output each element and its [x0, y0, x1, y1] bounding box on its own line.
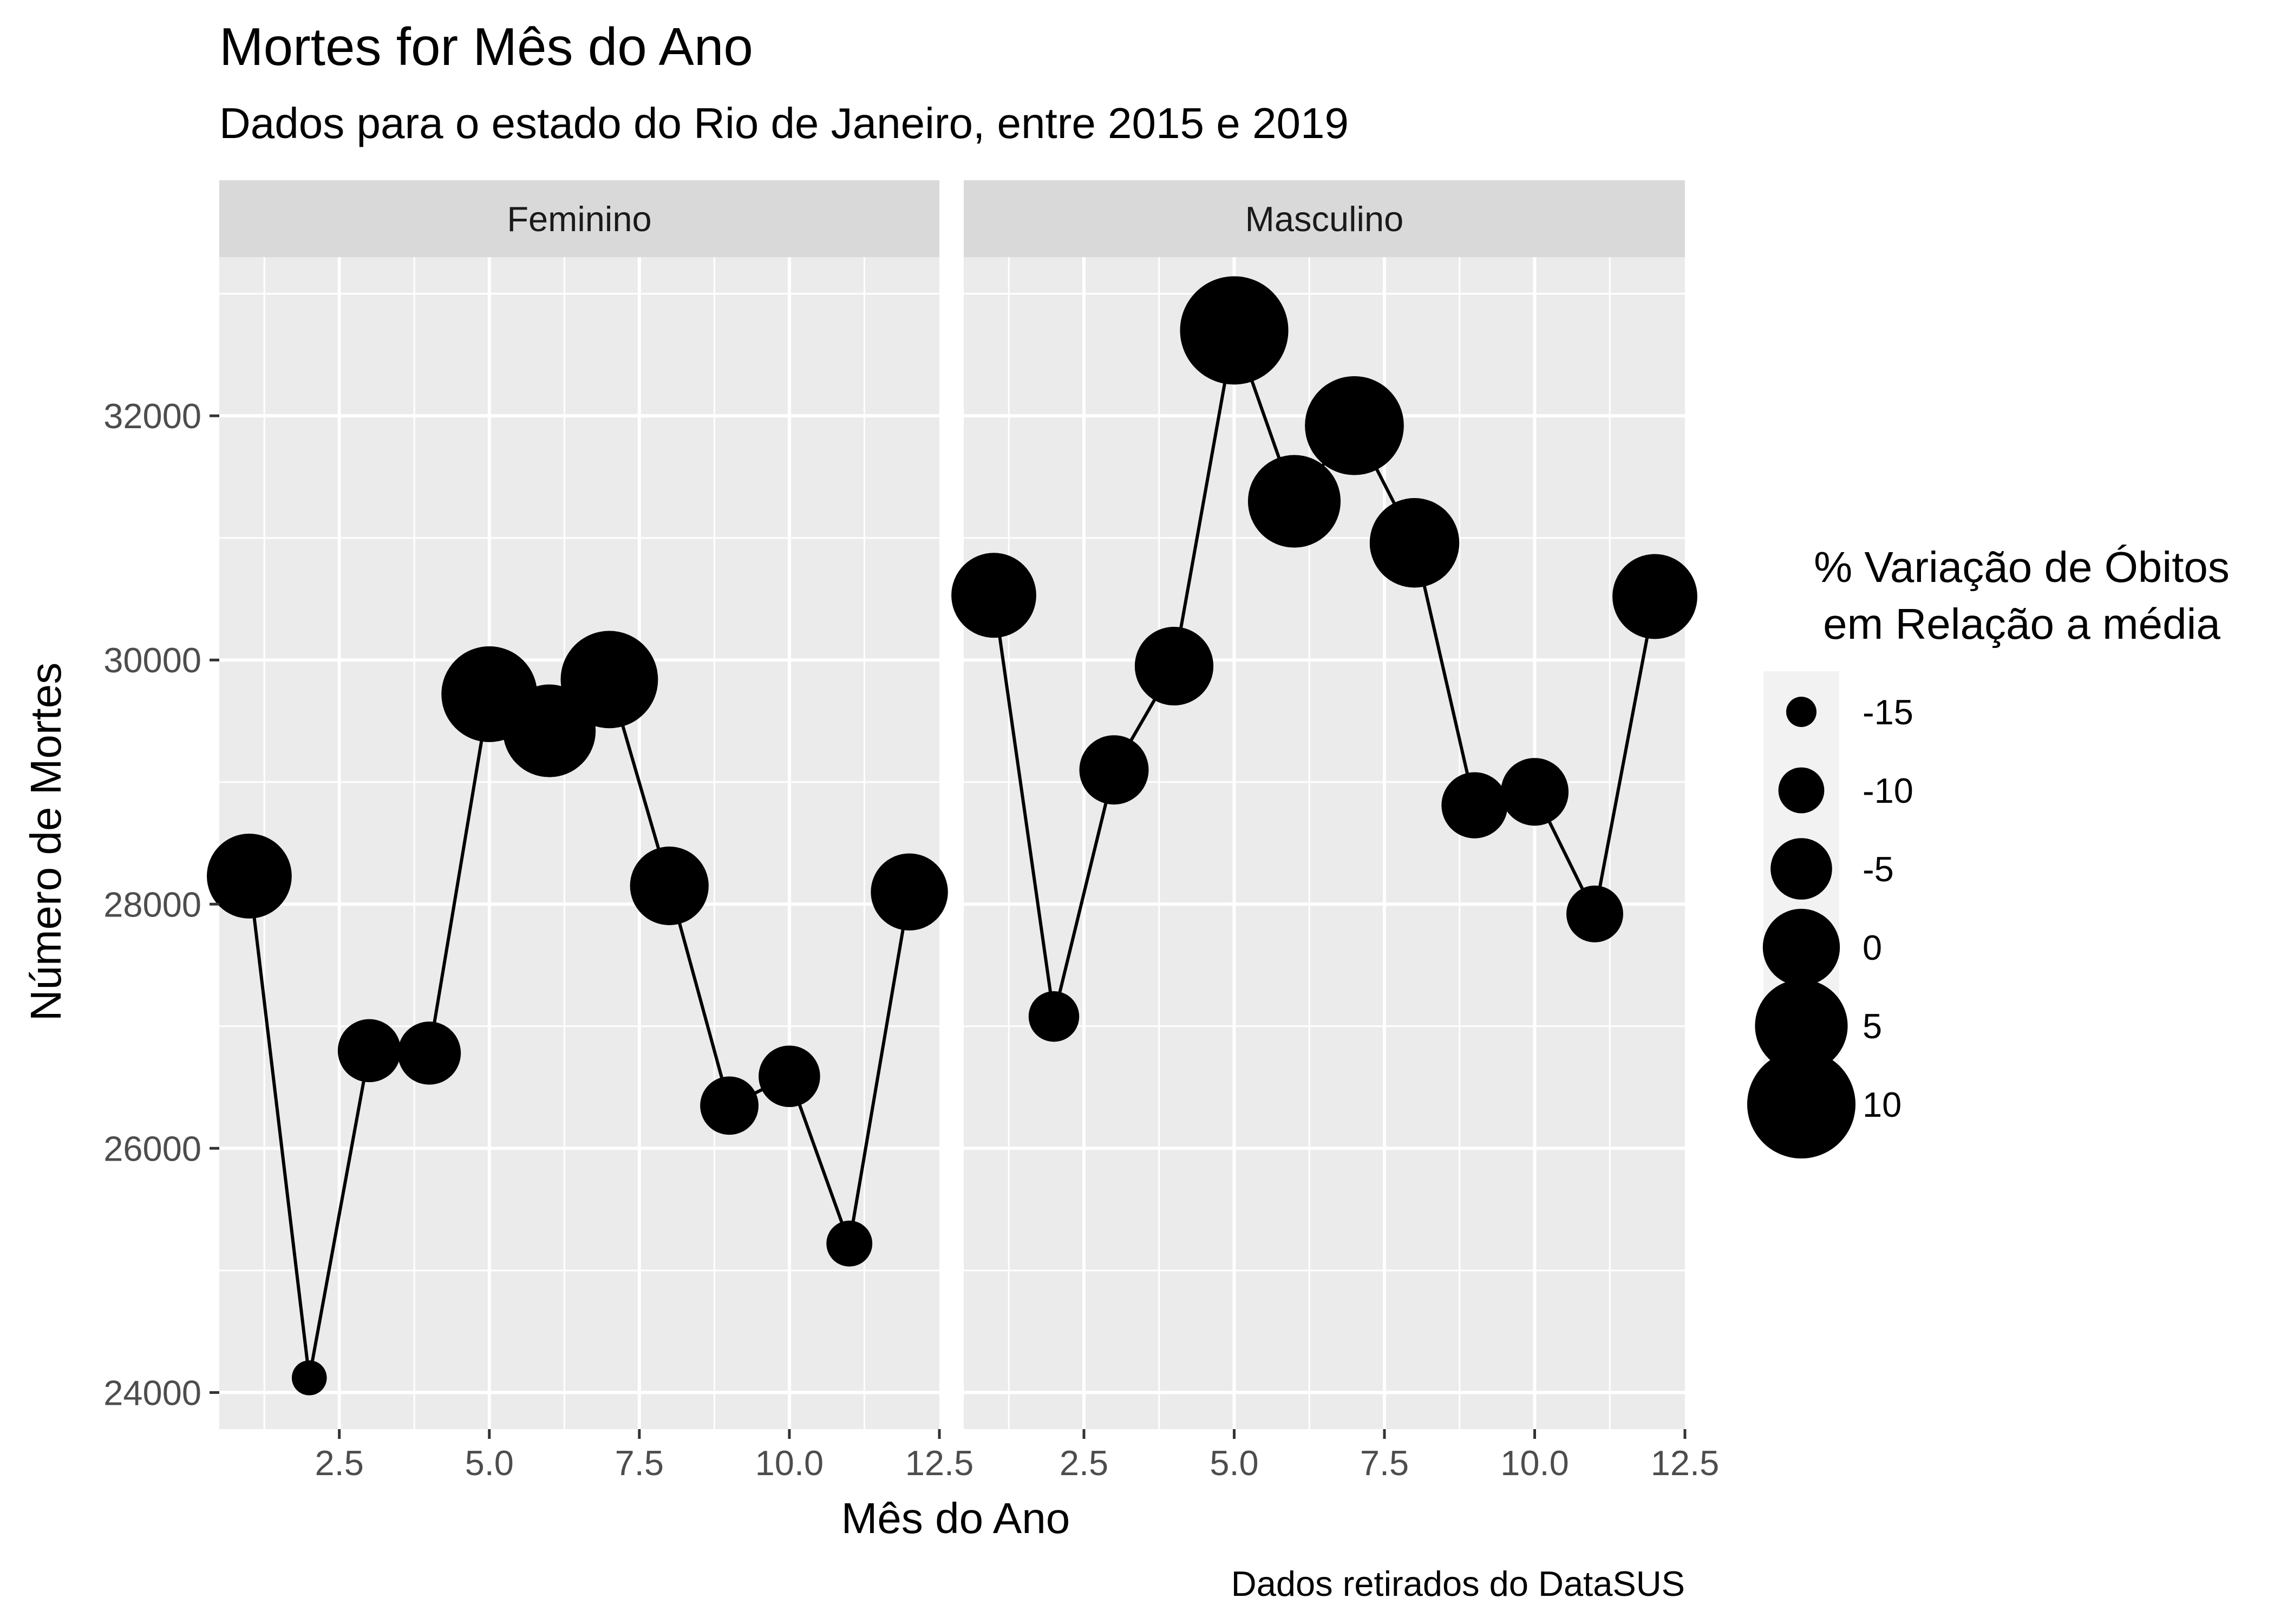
y-tick-label: 30000: [103, 640, 201, 680]
legend-key-point: [1755, 979, 1848, 1072]
legend-label: 5: [1863, 1006, 1882, 1046]
data-point: [1028, 991, 1080, 1042]
data-point: [1612, 554, 1697, 639]
facet-panels: Feminino 2.5 5.0 7.5 10.0 12.5 Masculino 2.5 5.0…: [207, 180, 1719, 1483]
x-tick-label: 12.5: [905, 1443, 974, 1483]
data-point: [207, 833, 292, 919]
legend-title-line1: % Variação de Óbitos: [1814, 543, 2230, 591]
x-tick-label: 12.5: [1651, 1443, 1720, 1483]
data-point: [1500, 758, 1569, 826]
y-tick-label: 24000: [103, 1373, 201, 1412]
data-point: [1305, 376, 1404, 475]
legend-key-point: [1747, 1050, 1855, 1158]
data-point: [826, 1220, 873, 1267]
data-point: [1369, 497, 1460, 588]
data-point: [630, 846, 709, 926]
data-point: [1247, 455, 1341, 548]
x-tick-label: 5.0: [465, 1443, 514, 1483]
x-tick-label: 7.5: [1360, 1443, 1409, 1483]
data-point: [291, 1360, 327, 1396]
legend-label: 0: [1863, 928, 1882, 967]
x-tick-label: 5.0: [1210, 1443, 1258, 1483]
legend-title-line2: em Relação a média: [1823, 600, 2220, 648]
facet-strip-label: Masculino: [1245, 199, 1404, 239]
legend-key-point: [1770, 838, 1832, 900]
x-axis-title: Mês do Ano: [841, 1494, 1070, 1542]
data-point: [1180, 276, 1289, 385]
data-point: [1441, 772, 1508, 839]
x-tick-label: 7.5: [615, 1443, 664, 1483]
x-tick-label: 10.0: [755, 1443, 824, 1483]
size-legend: % Variação de Óbitos em Relação a média …: [1747, 543, 2230, 1158]
chart-title: Mortes for Mês do Ano: [219, 17, 753, 76]
data-point: [951, 553, 1036, 638]
legend-key-point: [1762, 908, 1840, 986]
data-point: [871, 853, 948, 931]
data-point: [700, 1076, 759, 1135]
y-tick-label: 26000: [103, 1129, 201, 1168]
data-point: [759, 1045, 820, 1108]
legend-label: -15: [1863, 692, 1913, 732]
legend-key-point: [1778, 767, 1825, 814]
legend-label: -10: [1863, 771, 1913, 810]
data-point: [337, 1019, 401, 1083]
x-tick-label: 10.0: [1500, 1443, 1569, 1483]
facet-strip-label: Feminino: [507, 199, 651, 239]
y-tick-label: 32000: [103, 396, 201, 436]
data-point: [1134, 626, 1214, 706]
facet-strip: [219, 180, 939, 257]
chart-subtitle: Dados para o estado do Rio de Janeiro, e…: [219, 99, 1349, 147]
y-axis-title: Número de Mortes: [22, 663, 70, 1021]
data-point: [560, 631, 658, 729]
chart-caption: Dados retirados do DataSUS: [1231, 1564, 1685, 1603]
data-point: [1079, 735, 1149, 805]
y-tick-label: 28000: [103, 885, 201, 924]
facet-feminino: Feminino 2.5 5.0 7.5 10.0 12.5: [207, 180, 973, 1483]
facet-strip: [964, 180, 1685, 257]
y-axis: 24000 26000 28000 30000 32000: [103, 396, 219, 1412]
x-tick-label: 2.5: [315, 1443, 363, 1483]
data-point: [397, 1021, 461, 1085]
legend-label: -5: [1863, 849, 1894, 889]
data-point: [1566, 885, 1623, 942]
legend-label: 10: [1863, 1085, 1901, 1124]
legend-key-point: [1786, 697, 1816, 727]
x-tick-label: 2.5: [1060, 1443, 1108, 1483]
facet-masculino: Masculino 2.5 5.0 7.5 10.0 12.5: [951, 180, 1719, 1483]
